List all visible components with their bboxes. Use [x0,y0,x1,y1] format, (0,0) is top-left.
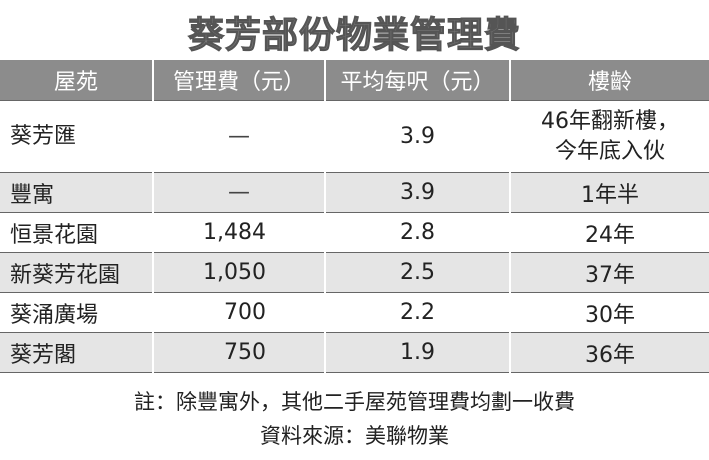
cell: 豐寓 [0,172,153,213]
cell: 36年 [509,332,709,373]
table-row: 葵芳匯 —3.9 46年翻新樓， 今年底入伙 [0,100,709,173]
cell: 2.5 [324,252,510,293]
table-body: 葵芳匯 —3.9 46年翻新樓， 今年底入伙 豐寓 —3.9 1年半 恒景花園 1,484 2.8… [0,100,709,373]
cell: 1年半 [509,172,709,213]
table-row: 葵涌廣場 700 2.2 30年 [0,292,709,333]
cell: 3.9 [324,172,510,213]
source: 資料來源：美聯物業 [260,424,449,448]
column-header: 平均每呎（元） [324,60,510,101]
cell: — [152,172,325,213]
cell-line: 今年底入伙 [554,138,665,164]
cell: 24年 [509,212,709,253]
cell: 3.9 [324,100,510,173]
cell: 葵芳匯 [0,100,153,173]
cell: — [152,100,325,173]
cell: 1.9 [324,332,510,373]
header-row: 屋苑 管理費（元） 平均每呎（元） 樓齡 [0,60,709,101]
cell: 2.8 [324,212,510,253]
cell: 37年 [509,252,709,293]
cell: 新葵芳花園 [0,252,153,293]
cell: 30年 [509,292,709,333]
column-header: 管理費（元） [152,60,325,101]
cell: 恒景花園 [0,212,153,253]
note: 註：除豐寓外，其他二手屋苑管理費均劃一收費 [134,390,575,414]
cell: 葵芳閣 [0,332,153,373]
table-row: 葵芳閣 750 1.9 36年 [0,332,709,373]
cell: 葵涌廣場 [0,292,153,333]
title: 葵芳部份物業管理費 [187,15,521,57]
cell: 1,050 [152,252,325,293]
table-row: 恒景花園 1,484 2.8 24年 [0,212,709,253]
cell: 1,484 [152,212,325,253]
column-header: 屋苑 [0,60,153,101]
cell: 46年翻新樓， 今年底入伙 [509,100,709,173]
cell: 700 [152,292,325,333]
table: 屋苑 管理費（元） 平均每呎（元） 樓齡 葵芳匯 —3.9 46年翻新樓， 今年底入伙豐寓 —… [0,60,709,373]
table-row: 新葵芳花園 1,050 2.5 37年 [0,252,709,293]
table-row: 豐寓 —3.9 1年半 [0,172,709,213]
cell-line: 46年翻新樓， [541,108,679,134]
cell: 2.2 [324,292,510,333]
cell: 750 [152,332,325,373]
column-header: 樓齡 [509,60,709,101]
